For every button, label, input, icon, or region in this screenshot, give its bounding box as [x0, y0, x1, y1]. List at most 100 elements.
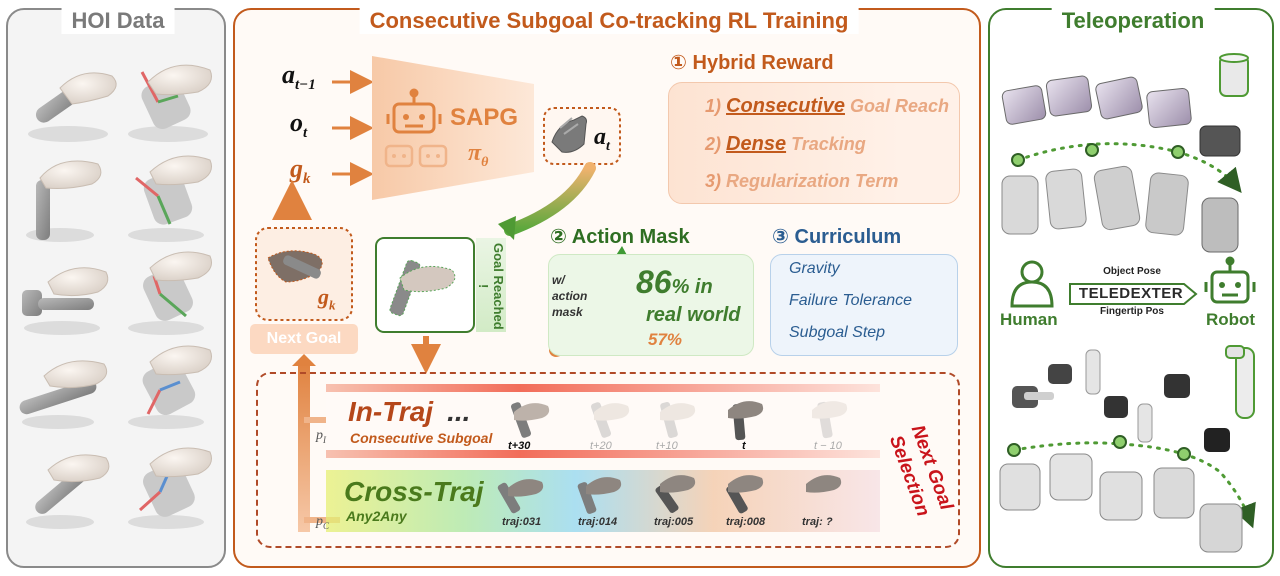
action-mask-result: 86% in [636, 264, 713, 300]
lower-waypoint-3 [1177, 447, 1191, 461]
curriculum-item-subgoal-step: Subgoal Step [789, 324, 886, 341]
input-goal: gk [290, 154, 311, 188]
arrow-action-to-state [504, 162, 596, 236]
object-pose-label: Object Pose [1103, 266, 1161, 277]
goal-hand-icon [267, 250, 323, 283]
robot-label: Robot [1206, 310, 1256, 329]
curriculum-title: ③ Curriculum [772, 224, 902, 248]
in-traj-frame-5 [812, 401, 848, 439]
next-goal-label-bg [250, 324, 358, 354]
in-traj-band-bottom [326, 450, 880, 458]
hybrid-reward-number: ① [670, 50, 687, 74]
hoi-sample-left-2 [26, 160, 102, 242]
in-traj-title: In-Traj... [348, 396, 471, 427]
in-traj-frame-label-3: t+10 [656, 440, 678, 452]
reward-item-1: 1) Consecutive Goal Reach [705, 95, 950, 117]
goal-reached-label: Goal Reached ! [476, 242, 506, 330]
cross-traj-frame-2 [577, 477, 622, 514]
curriculum-number: ③ [772, 224, 789, 248]
teledexter-arrow [1069, 283, 1198, 305]
goal-reached-strip [476, 238, 506, 332]
upper-robot-hands [1001, 165, 1239, 253]
baseline-value: 57% [648, 330, 683, 349]
hoi-data-panel: HOI Data [6, 8, 226, 568]
in-traj-band-top [326, 384, 880, 392]
hybrid-reward-box: 1) Consecutive Goal Reach 2) Dense Track… [668, 82, 960, 204]
arrow-action-to-state-head [498, 216, 516, 240]
in-traj-frame-3 [660, 401, 696, 439]
teleoperation-title: Teleoperation [1051, 8, 1215, 34]
hoi-samples [19, 64, 212, 529]
real-world-label: real world [646, 304, 741, 326]
hoi-data-title: HOI Data [61, 8, 175, 34]
curriculum-box: Gravity Failure Tolerance Subgoal Step [770, 254, 958, 356]
hoi-sample-left-4 [19, 360, 108, 429]
feedback-arrow-shaft [298, 362, 310, 532]
upper-trajectory-path [1016, 142, 1242, 193]
in-traj-probability: pI [316, 428, 326, 445]
cross-traj-frame-5 [806, 475, 842, 493]
next-goal-selection-box [256, 372, 960, 548]
with-mask-label: w/ action mask [552, 273, 588, 319]
tall-object-icon [1225, 345, 1255, 419]
cross-traj-frame-label-3: traj:005 [654, 516, 694, 528]
teleoperation-graphics [999, 53, 1256, 553]
cross-traj-frame-4 [726, 475, 764, 514]
in-traj-frame-1 [510, 402, 550, 438]
lower-robot-hands [999, 453, 1243, 553]
hybrid-reward-title: ① Hybrid Reward [670, 50, 834, 74]
input-prev-action: at−1 [282, 60, 316, 94]
in-traj-frame-label-2: t+20 [590, 440, 612, 452]
cross-traj-probability: pC [316, 514, 330, 531]
lower-waypoint-2 [1113, 435, 1127, 449]
teledexter-label: TELEDEXTER [1078, 285, 1184, 302]
in-traj-frame-label-1: t+30 [508, 440, 531, 452]
in-traj-frame-label-4: t [742, 440, 746, 452]
feedback-arrow-head [292, 354, 316, 366]
action-mask-number: ② [550, 224, 567, 248]
lower-waypoint-1 [1007, 443, 1021, 457]
robot-icon-small-1 [384, 144, 414, 168]
hoi-sample-right-3 [128, 251, 212, 335]
policy-symbol: πθ [468, 140, 489, 170]
policy-name: SAPG [450, 104, 519, 131]
upper-waypoint-2 [1085, 143, 1099, 157]
cross-traj-frame-label-4: traj:008 [726, 516, 766, 528]
cross-traj-frame-1 [497, 479, 544, 514]
current-state-hand-icon [389, 259, 456, 317]
in-traj-subtitle: Consecutive Subgoal [350, 430, 493, 446]
reward-item-2: 2) Dense Tracking [705, 133, 866, 155]
in-traj-band [326, 392, 880, 450]
hoi-sample-right-4 [128, 345, 212, 429]
robot-icon-small-2 [418, 144, 448, 168]
cylinder-object-icon [1219, 53, 1249, 97]
goal-box-label: gk [318, 284, 336, 313]
hoi-sample-right-2 [128, 155, 212, 242]
upper-waypoint-3 [1171, 145, 1185, 159]
lower-object-trajectory [1012, 349, 1230, 452]
fingertip-pos-label: Fingertip Pos [1100, 306, 1164, 317]
cross-traj-frame-label-2: traj:014 [578, 516, 618, 528]
in-traj-frame-label-5: t − 10 [814, 440, 842, 452]
robot-icon-teleop [1204, 256, 1256, 304]
human-icon [1010, 260, 1054, 308]
upper-waypoint-1 [1011, 153, 1025, 167]
input-observation: ot [290, 108, 308, 142]
cross-traj-frame-label-5: traj: ? [802, 516, 833, 528]
robot-hand-icon [551, 115, 587, 153]
human-label: Human [1000, 310, 1058, 329]
action-output-label: at [594, 124, 610, 154]
next-goal-label: Next Goal [266, 330, 342, 347]
reward-item-3: 3) Regularization Term [705, 171, 899, 191]
upper-object-trajectory [1001, 75, 1241, 157]
rl-training-title: Consecutive Subgoal Co-tracking RL Train… [359, 8, 859, 34]
curriculum-item-failure-tolerance: Failure Tolerance [789, 292, 913, 309]
in-traj-frame-2 [590, 402, 630, 438]
hoi-sample-right-1 [128, 64, 212, 142]
lower-trajectory-path [1012, 441, 1256, 529]
cross-traj-frame-label-1: traj:031 [502, 516, 542, 528]
robot-icon [386, 88, 442, 134]
in-traj-frame-4 [728, 401, 764, 441]
action-mask-box [548, 254, 754, 356]
